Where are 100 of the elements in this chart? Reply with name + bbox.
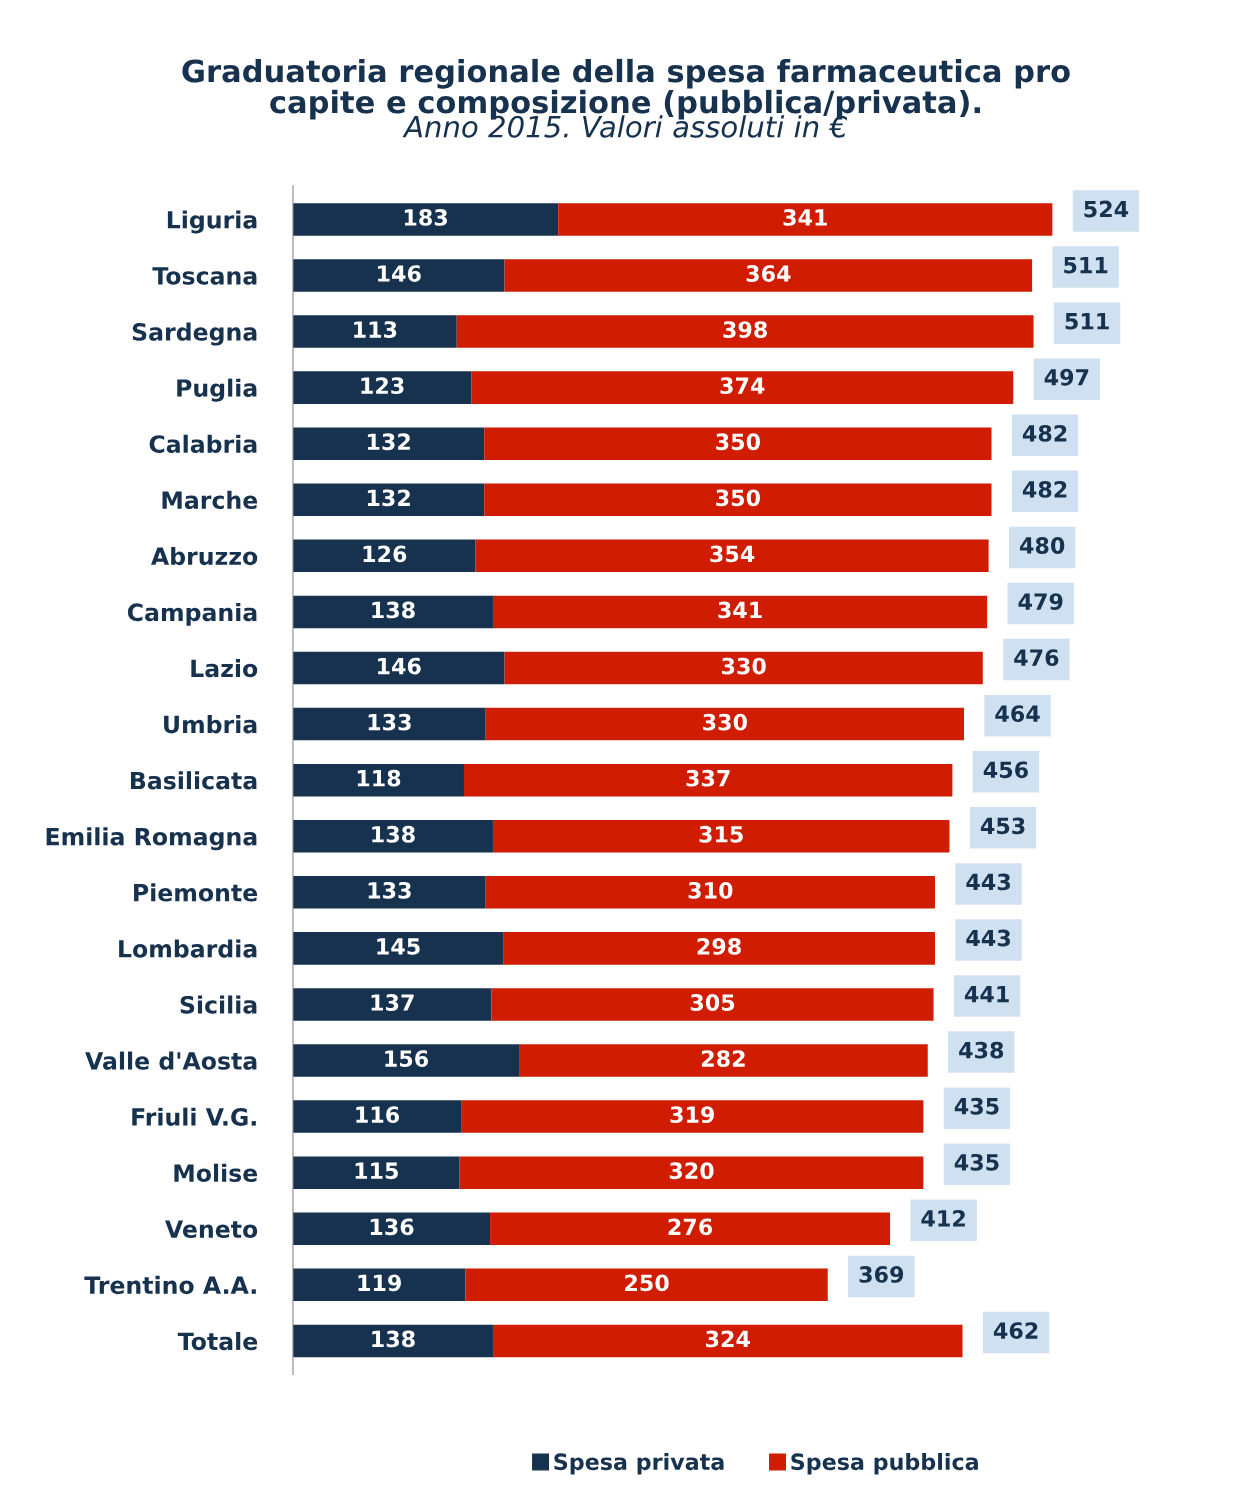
data-label: 132 [367, 489, 410, 507]
bar [461, 1100, 924, 1133]
y-tick-label: Sicilia [180, 995, 257, 1014]
total-label: 464 [995, 705, 1040, 723]
data-label: 337 [686, 769, 730, 787]
data-label: 146 [378, 657, 421, 675]
total-label: 511 [1064, 256, 1108, 274]
data-label: 156 [385, 1050, 429, 1067]
bar [292, 1212, 491, 1246]
bar [463, 763, 953, 797]
y-tick-label: Veneto [165, 1220, 258, 1239]
data-label: 133 [368, 713, 411, 731]
data-label: 137 [371, 994, 414, 1011]
data-label: 276 [668, 1218, 713, 1236]
bar [292, 651, 505, 685]
bar [292, 988, 492, 1021]
y-tick-label: Toscana [152, 267, 257, 285]
total-label: 524 [1084, 200, 1129, 218]
bar [292, 539, 476, 573]
data-label: 136 [370, 1218, 414, 1236]
data-label: 145 [377, 938, 420, 955]
bar [459, 1156, 924, 1189]
data-label: 126 [363, 545, 407, 563]
bar [292, 203, 559, 236]
bar [292, 932, 504, 965]
bar [292, 819, 493, 853]
bar [491, 988, 934, 1021]
bar [471, 371, 1014, 404]
total-label: 443 [966, 929, 1010, 947]
bar [465, 1268, 828, 1302]
y-tick-label: Molise [174, 1163, 258, 1182]
y-tick-label: Puglia [177, 378, 257, 402]
y-tick-label: Emilia Romagna [46, 827, 257, 851]
total-label: 453 [980, 817, 1025, 835]
bar [492, 819, 950, 853]
data-label: 350 [716, 433, 761, 451]
total-label: 482 [1022, 481, 1067, 498]
bar [519, 1044, 928, 1077]
legend-label: Spesa pubblica [791, 1452, 978, 1475]
bar [504, 259, 1033, 292]
total-label: 482 [1022, 424, 1067, 442]
total-label: 456 [983, 761, 1028, 779]
bar [475, 539, 989, 573]
data-label: 341 [783, 209, 827, 226]
bar [292, 1324, 493, 1358]
bar [492, 595, 988, 629]
data-label: 132 [367, 433, 410, 451]
data-label: 364 [746, 265, 791, 282]
bar [485, 707, 964, 741]
total-label: 479 [1018, 593, 1063, 610]
y-tick-label: Liguria [167, 210, 257, 234]
data-label: 116 [356, 1106, 400, 1124]
data-label: 330 [721, 657, 766, 675]
data-label: 138 [372, 601, 415, 619]
y-tick-label: Basilicata [131, 771, 257, 790]
data-label: 298 [697, 938, 741, 955]
bar [292, 371, 472, 404]
y-tick-label: Piemonte [134, 883, 258, 902]
bar [292, 876, 486, 909]
data-label: 319 [670, 1106, 715, 1124]
bar [292, 763, 464, 797]
data-label: 118 [357, 769, 401, 787]
y-tick-label: Calabria [149, 434, 257, 453]
total-label: 412 [921, 1209, 965, 1227]
y-tick-label: Marche [162, 490, 258, 510]
y-tick-label: Friuli V.G. [132, 1107, 256, 1126]
data-label: 341 [718, 601, 762, 619]
bar [292, 1156, 460, 1189]
y-tick-label: Umbria [164, 715, 257, 734]
data-label: 133 [368, 881, 411, 899]
total-label: 476 [1014, 649, 1059, 667]
data-label: 310 [688, 881, 733, 899]
total-label: 462 [993, 1322, 1038, 1339]
bar [292, 427, 485, 460]
total-label: 480 [1019, 537, 1065, 554]
bar [292, 1100, 462, 1133]
bar [292, 483, 485, 517]
data-label: 138 [372, 1330, 415, 1348]
bar [484, 483, 992, 517]
data-label: 250 [625, 1274, 669, 1292]
data-label: 146 [378, 265, 421, 282]
bar [484, 427, 992, 460]
bar [292, 1268, 466, 1302]
y-tick-label: Valle d'Aosta [85, 1051, 257, 1070]
bar [456, 315, 1034, 348]
total-label: 369 [859, 1266, 904, 1283]
bar [490, 1212, 891, 1246]
bar [292, 259, 505, 292]
bar [292, 707, 486, 741]
data-label: 113 [354, 321, 397, 338]
bar [503, 932, 935, 965]
bar [485, 876, 935, 909]
data-label: 138 [372, 825, 415, 843]
data-label: 398 [723, 321, 767, 338]
total-label: 511 [1065, 313, 1109, 330]
bar [292, 315, 457, 348]
y-tick-label: Campania [127, 602, 257, 626]
y-tick-label: Totale [177, 1331, 258, 1351]
bar [292, 595, 493, 629]
data-label: 183 [404, 209, 447, 226]
